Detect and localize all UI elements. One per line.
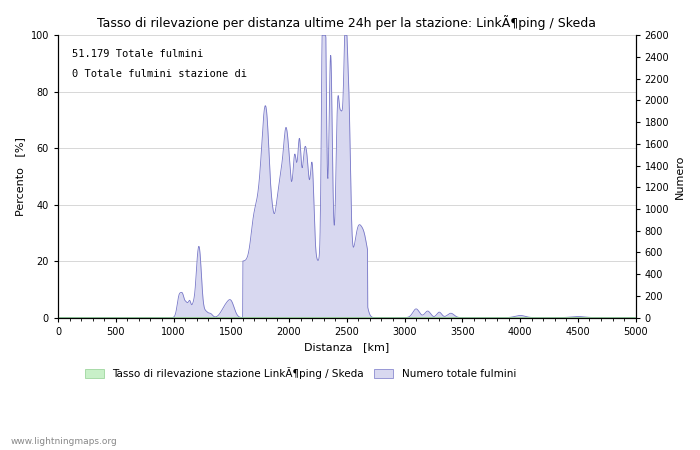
Y-axis label: Numero: Numero (675, 154, 685, 198)
Legend: Tasso di rilevazione stazione LinkÃ¶ping / Skeda, Numero totale fulmini: Tasso di rilevazione stazione LinkÃ¶ping… (81, 363, 520, 383)
Title: Tasso di rilevazione per distanza ultime 24h per la stazione: LinkÃ¶ping / Skeda: Tasso di rilevazione per distanza ultime… (97, 15, 596, 30)
Text: 0 Totale fulmini stazione di: 0 Totale fulmini stazione di (72, 69, 247, 79)
X-axis label: Distanza   [km]: Distanza [km] (304, 342, 389, 352)
Text: www.lightningmaps.org: www.lightningmaps.org (10, 436, 118, 446)
Text: 51.179 Totale fulmini: 51.179 Totale fulmini (72, 50, 204, 59)
Y-axis label: Percento   [%]: Percento [%] (15, 137, 25, 216)
